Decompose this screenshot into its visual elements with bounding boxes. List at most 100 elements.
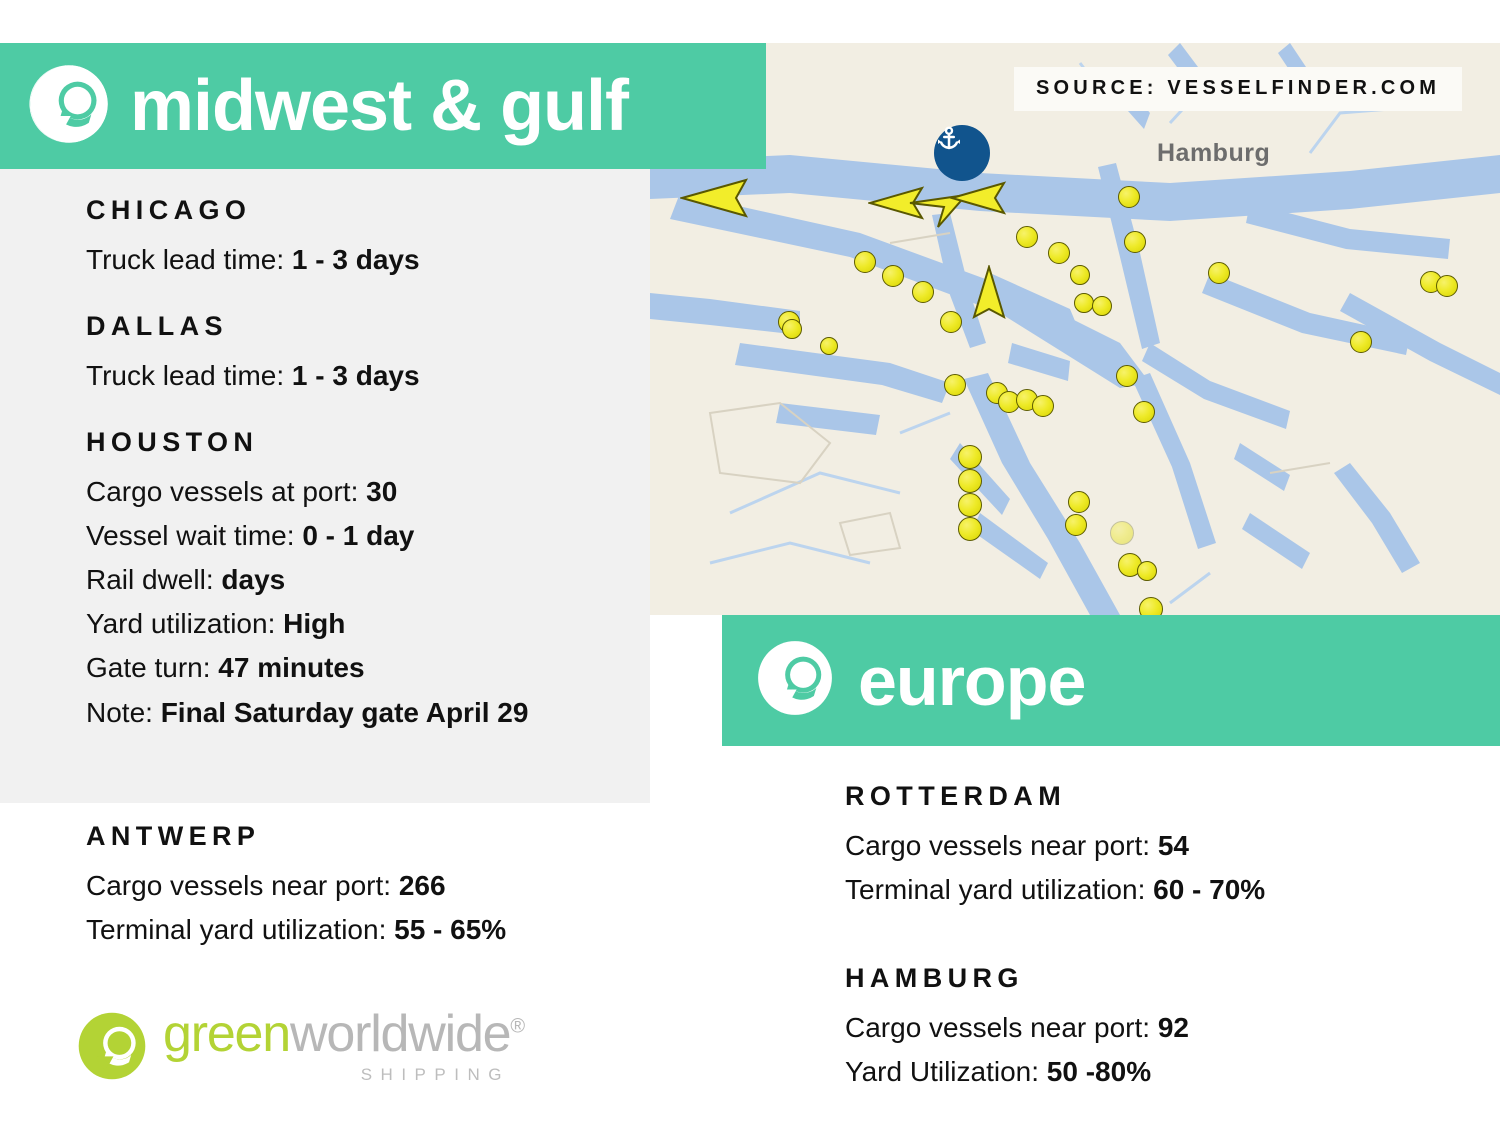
globe-mark-glyph-icon <box>29 64 108 143</box>
vessel-dot[interactable] <box>1436 275 1458 297</box>
stat-line: Truck lead time: 1 - 3 days <box>86 354 646 398</box>
registered-mark-icon: ® <box>510 1015 525 1038</box>
stat-label: Cargo vessels near port: <box>86 869 399 901</box>
vessel-dot[interactable] <box>1137 561 1157 581</box>
vessel-arrow-icon[interactable] <box>950 181 1008 215</box>
stat-value: Final Saturday gate April 29 <box>160 696 529 728</box>
map-city-label: Hamburg <box>1157 139 1271 167</box>
city-heading: ANTWERP <box>86 821 261 851</box>
city-block: HAMBURG Cargo vessels near port: 92 Yard U… <box>845 963 1445 1094</box>
city-heading: DALLAS <box>86 310 228 341</box>
vessel-dot[interactable] <box>1070 265 1090 285</box>
vessel-dot[interactable] <box>854 251 876 273</box>
stat-label: Yard Utilization: <box>845 1056 1047 1088</box>
vessel-dot[interactable] <box>782 319 802 339</box>
stat-label: Gate turn: <box>86 652 219 684</box>
vessel-dot[interactable] <box>1032 395 1054 417</box>
stat-value: 50 -80% <box>1046 1056 1152 1088</box>
vessel-dot[interactable] <box>1124 231 1146 253</box>
stat-value: 54 <box>1157 829 1189 861</box>
vessel-arrow-icon[interactable] <box>908 191 970 229</box>
vessel-dot[interactable] <box>958 445 982 469</box>
stat-label: Cargo vessels at port: <box>86 475 367 507</box>
stat-value: 1 - 3 days <box>291 243 420 275</box>
stat-label: Yard utilization: <box>86 608 284 640</box>
stat-value: 92 <box>1157 1011 1189 1043</box>
vessel-dot[interactable] <box>1110 521 1134 545</box>
logo-wordmark: greenworldwide® SHIPPING <box>163 1005 525 1083</box>
city-block: DALLAS Truck lead time: 1 - 3 days <box>86 310 646 398</box>
stat-label: Terminal yard utilization: <box>845 873 1154 905</box>
city-heading: HAMBURG <box>845 963 1024 994</box>
stat-label: Cargo vessels near port: <box>845 1011 1158 1043</box>
stat-line: Cargo vessels near port: 266 <box>86 864 646 908</box>
vessel-dot[interactable] <box>940 311 962 333</box>
stat-line: Cargo vessels near port: 92 <box>845 1006 1445 1050</box>
vessel-dot[interactable] <box>1092 296 1112 316</box>
europe-stats-column: ROTTERDAM Cargo vessels near port: 54 Term… <box>845 781 1445 1094</box>
stat-value: High <box>283 608 346 640</box>
vessel-arrow-icon[interactable] <box>680 178 750 218</box>
vesselfinder-map[interactable]: Hamburg <box>650 43 1500 615</box>
vessel-dot[interactable] <box>958 493 982 517</box>
vessel-dot[interactable] <box>1118 186 1140 208</box>
stat-label: Rail dwell: <box>86 564 222 595</box>
city-heading: CHICAGO <box>86 195 252 225</box>
anchor-pin-icon[interactable] <box>934 125 990 181</box>
vessel-dot[interactable] <box>958 517 982 541</box>
vessel-dot[interactable] <box>1048 242 1070 264</box>
stat-line: Cargo vessels near port: 54 <box>845 824 1445 868</box>
stat-label: Terminal yard utilization: <box>86 913 395 945</box>
stat-line: Note: Final Saturday gate April 29 <box>86 691 646 735</box>
stat-value: 30 <box>366 475 398 507</box>
antwerp-stats-column: ANTWERP Cargo vessels near port: 266 Termi… <box>86 821 646 952</box>
globe-mark-glyph-icon <box>758 641 832 715</box>
stat-value: 55 - 65% <box>394 913 507 945</box>
stat-line: Vessel wait time: 0 - 1 day <box>86 514 646 558</box>
vessel-dot[interactable] <box>882 265 904 287</box>
stat-value: days <box>221 564 286 595</box>
vessel-dot[interactable] <box>1139 597 1163 615</box>
vessel-dot[interactable] <box>1350 331 1372 353</box>
banner-europe-title: europe <box>858 641 1086 720</box>
vessel-dot[interactable] <box>912 281 934 303</box>
stat-label: Cargo vessels near port: <box>845 829 1158 861</box>
banner-midwest-gulf: midwest & gulf <box>0 43 766 169</box>
city-heading: ROTTERDAM <box>845 781 1067 811</box>
stat-line: Cargo vessels at port: 30 <box>86 470 646 514</box>
vessel-dot[interactable] <box>944 374 966 396</box>
anchor-glyph-icon <box>938 126 960 150</box>
green-worldwide-mark-icon <box>754 637 836 724</box>
stat-value: 1 - 3 days <box>291 359 420 391</box>
stat-label: Truck lead time: <box>86 359 292 391</box>
banner-midwest-title: midwest & gulf <box>130 66 629 146</box>
stat-line: Gate turn: 47 minutes <box>86 646 646 690</box>
vessel-dot[interactable] <box>1116 365 1138 387</box>
stat-line: Truck lead time: 1 - 3 days <box>86 238 646 282</box>
vessel-dot[interactable] <box>1016 226 1038 248</box>
stat-label: Vessel wait time: <box>86 519 303 551</box>
green-worldwide-mark-icon <box>26 61 112 152</box>
city-block: ROTTERDAM Cargo vessels near port: 54 Term… <box>845 781 1445 912</box>
logo-word-gray: worldwide <box>290 1005 512 1063</box>
stat-line: Yard utilization: High <box>86 602 646 646</box>
stat-label: Note: <box>86 696 161 728</box>
vessel-dot[interactable] <box>1074 293 1094 313</box>
city-block: ANTWERP Cargo vessels near port: 266 Termi… <box>86 821 646 952</box>
green-worldwide-shipping-logo: greenworldwide® SHIPPING <box>75 1005 525 1083</box>
vessel-dot[interactable] <box>820 337 838 355</box>
stat-line: Yard Utilization: 50 -80% <box>845 1050 1445 1094</box>
vessel-dot[interactable] <box>1065 514 1087 536</box>
vessel-arrow-icon[interactable] <box>972 265 1006 321</box>
city-heading: HOUSTON <box>86 426 259 457</box>
stat-value: 47 minutes <box>218 652 365 684</box>
vessel-dot[interactable] <box>1068 491 1090 513</box>
stat-value: 60 - 70% <box>1153 873 1266 905</box>
vessel-dot[interactable] <box>1208 262 1230 284</box>
vessel-dot[interactable] <box>958 469 982 493</box>
stat-label: Truck lead time: <box>86 243 292 275</box>
midwest-stats-column: CHICAGO Truck lead time: 1 - 3 days DALLAS… <box>86 195 646 735</box>
vessel-dot[interactable] <box>1133 401 1155 423</box>
city-block: HOUSTON Cargo vessels at port: 30 Vessel w… <box>86 426 646 735</box>
